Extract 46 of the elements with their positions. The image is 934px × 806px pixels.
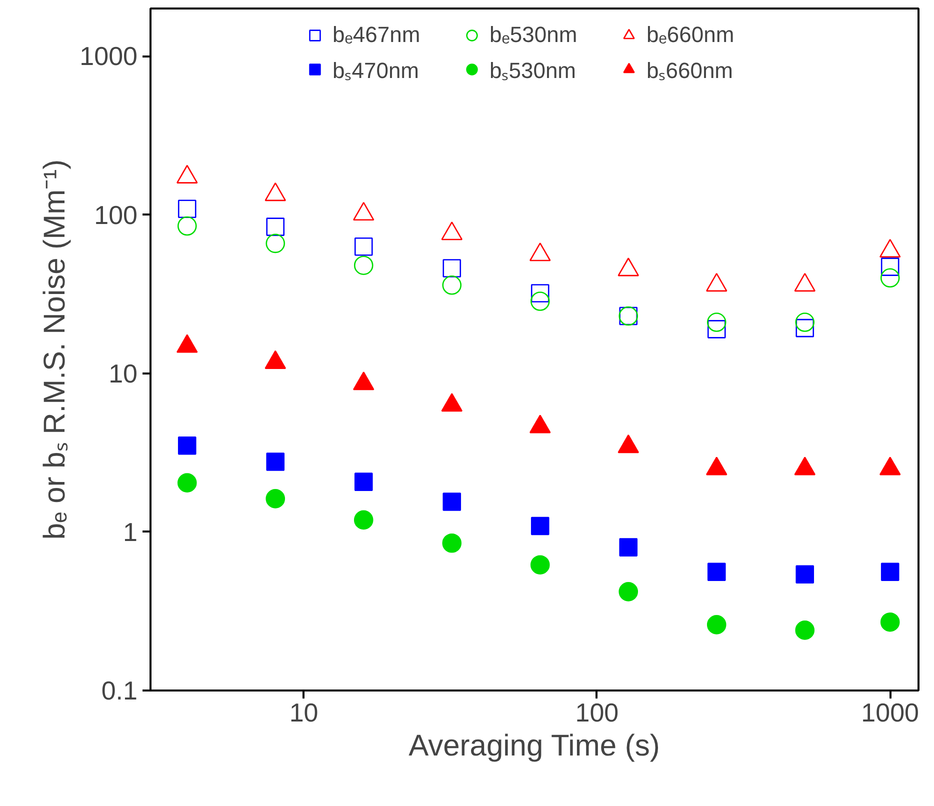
point [177,216,197,236]
point [266,489,286,508]
point [354,237,373,256]
point [266,234,286,254]
y-tick-label: 10 [108,358,138,388]
y-tick-label: 1000 [80,41,138,72]
point [706,312,726,332]
point [530,292,550,311]
point [706,615,726,634]
y-axis-title: bₑ or bₛ R.M.S. Noise (Mm⁻¹) [38,159,72,540]
point [795,312,815,332]
point [442,492,462,511]
point [707,320,726,338]
x-tick-label: 100 [575,698,619,728]
point [266,452,285,471]
point [796,318,814,338]
point [795,620,815,640]
y-tick-label: 100 [94,200,138,230]
y-tick-label: 1 [123,516,138,547]
point [618,582,638,602]
point [177,473,197,492]
x-axis-title: Averaging Time (s) [408,730,660,762]
point [796,565,814,584]
point [178,436,196,455]
legend-label: bₛ530nm [490,57,578,84]
point [266,218,285,236]
point [354,472,373,491]
point [619,538,638,556]
point [442,276,462,295]
y-tick-label: 0.1 [101,676,138,706]
point [442,259,462,278]
legend-label: bₑ530nm [490,22,578,48]
point [354,256,374,275]
x-tick-label: 1000 [861,698,920,728]
legend-label: bₑ660nm [646,22,736,48]
point [530,516,550,536]
legend-label: bₛ470nm [332,57,420,84]
point [178,200,196,218]
point [354,510,374,530]
legend-label: bₑ467nm [332,22,422,48]
point [530,284,550,302]
x-tick-label: 10 [289,698,318,728]
point [707,562,726,582]
point [530,555,550,574]
legend-label: bₛ660nm [646,57,734,84]
point [442,533,462,553]
